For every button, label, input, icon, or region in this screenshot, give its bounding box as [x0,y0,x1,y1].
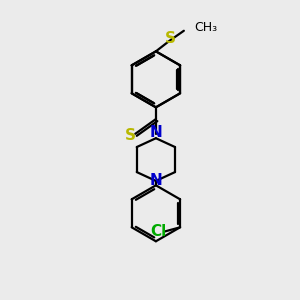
Text: N: N [149,125,162,140]
Text: CH₃: CH₃ [194,21,217,34]
Text: N: N [149,173,162,188]
Text: Cl: Cl [151,224,167,239]
Text: S: S [165,32,176,46]
Text: S: S [124,128,136,143]
